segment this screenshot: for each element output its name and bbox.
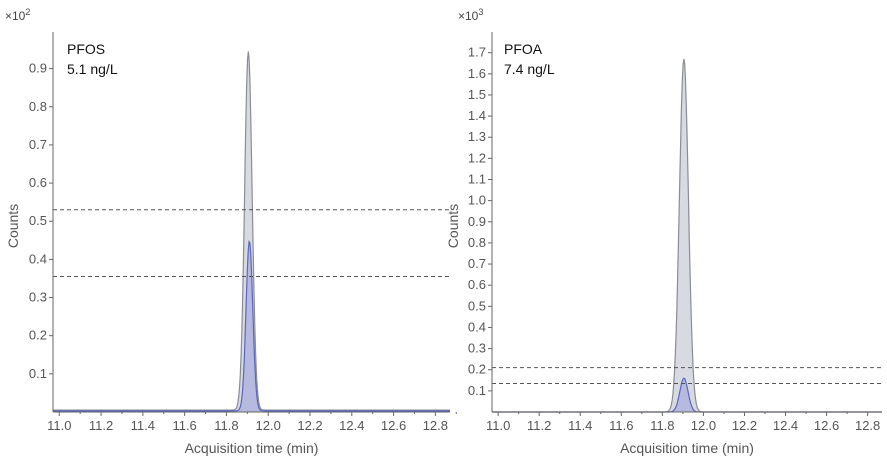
x-tick-label: 11.4	[568, 418, 592, 433]
x-tick-label: 12.6	[381, 418, 406, 433]
x-tick-label: 12.2	[732, 418, 757, 433]
x-axis-label: Acquisition time (min)	[185, 440, 319, 456]
x-tick-label: 11.2	[89, 418, 113, 433]
x-tick-label: 12.0	[256, 418, 281, 433]
x-tick-label: 11.0	[486, 418, 510, 433]
y-tick-label: 0.9	[29, 61, 47, 76]
compound-name: PFOS	[67, 41, 105, 57]
x-tick-label: 12.8	[423, 418, 448, 433]
y-tick-label: 0.4	[468, 319, 486, 334]
y-tick-label: 0.2	[468, 362, 486, 377]
y-tick-label: 0.3	[468, 341, 486, 356]
y-tick-label: 1.4	[468, 108, 486, 123]
x-tick-label: 11.6	[172, 418, 196, 433]
y-tick-label: 0.7	[468, 256, 486, 271]
y-tick-label: 1.5	[468, 87, 486, 102]
y-tick-label: 0.7	[29, 137, 47, 152]
y-tick-label: 1.6	[468, 66, 486, 81]
y-tick-label: 0.3	[29, 290, 47, 305]
y-tick-label: 0.6	[468, 277, 486, 292]
series-0-line	[53, 51, 450, 411]
y-tick-label: 1.0	[468, 193, 486, 208]
multiplier-base: ×10	[458, 9, 479, 23]
x-tick-label: 11.8	[650, 418, 674, 433]
x-axis-label: Acquisition time (min)	[620, 440, 754, 456]
x-tick-label: 12.4	[339, 418, 364, 433]
y-tick-label: 0.5	[468, 298, 486, 313]
y-tick-label: 1.3	[468, 129, 486, 144]
chart-panel-pfos: 0.1 0.2 0.3 0.4 0.5 0.6 0.7 0.8 0.9 11.0 11.2 11.4 1…	[5, 7, 457, 456]
y-tick-label: 0.9	[468, 214, 486, 229]
y-multiplier: ×103	[458, 7, 483, 23]
multiplier-exponent: 2	[25, 7, 30, 17]
multiplier-base: ×10	[5, 9, 26, 23]
concentration-label: 5.1 ng/L	[67, 61, 118, 77]
y-tick-label: 1.7	[468, 45, 486, 60]
y-tick-label: 1.2	[468, 150, 486, 165]
x-tick-label: 12.2	[297, 418, 322, 433]
y-tick-label: 0.4	[29, 251, 47, 266]
concentration-label: 7.4 ng/L	[504, 61, 555, 77]
x-tick-label: 12.4	[773, 418, 798, 433]
series-0-area	[53, 51, 450, 412]
x-tick-label: 11.2	[527, 418, 551, 433]
series-1-line	[53, 239, 450, 412]
y-tick-label: 1.1	[468, 172, 486, 187]
x-tick-label: 11.4	[131, 418, 155, 433]
y-axis-label: Counts	[5, 204, 21, 248]
y-tick-label: 0.1	[29, 366, 47, 381]
y-tick-label: 0.2	[29, 328, 47, 343]
x-tick-label: 12.0	[691, 418, 716, 433]
y-tick-label: 0.6	[29, 175, 47, 190]
y-tick-label: 0.1	[468, 383, 486, 398]
x-tick-label: 11.8	[214, 418, 238, 433]
x-tick-label: 12.8	[855, 418, 880, 433]
compound-name: PFOA	[504, 41, 543, 57]
series-1-area	[492, 378, 882, 412]
y-tick-label: 0.5	[29, 213, 47, 228]
series-1-area	[53, 241, 450, 412]
series-0-area	[492, 59, 882, 412]
x-tick-label: 11.0	[47, 418, 71, 433]
x-tick-label: 11.6	[609, 418, 633, 433]
multiplier-exponent: 3	[478, 7, 483, 17]
y-axis-label: Counts	[445, 204, 461, 248]
chart-panel-pfoa: 0.1 0.2 0.3 0.4 0.5 0.6 0.7 0.8 0.9 1.0 1.1 1.2 1.3 1…	[445, 7, 882, 456]
x-tick-label: 12.6	[814, 418, 839, 433]
y-tick-label: 0.8	[468, 235, 486, 250]
y-multiplier: ×102	[5, 7, 30, 23]
y-tick-label: 0.8	[29, 99, 47, 114]
